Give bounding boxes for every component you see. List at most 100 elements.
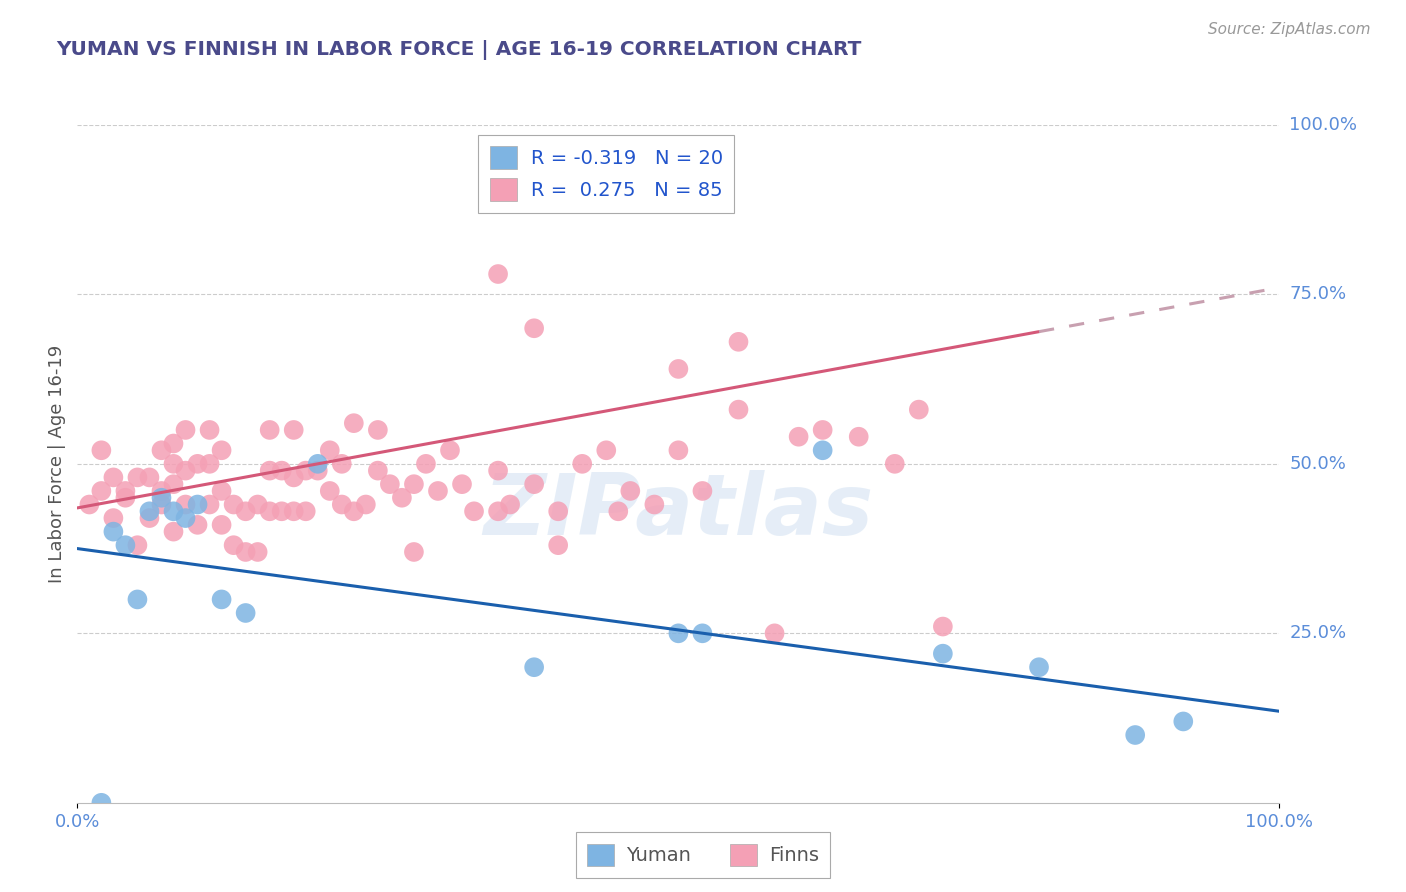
Point	[174, 423, 197, 437]
Point	[270, 464, 292, 478]
Point	[103, 470, 125, 484]
Point	[162, 477, 184, 491]
Point	[932, 619, 955, 633]
Point	[486, 267, 509, 281]
Point	[402, 545, 425, 559]
Point	[174, 498, 197, 512]
Point	[162, 457, 184, 471]
Point	[367, 464, 389, 478]
Point	[259, 464, 281, 478]
Text: 50.0%: 50.0%	[1289, 455, 1346, 473]
Point	[1028, 660, 1050, 674]
Point	[246, 545, 269, 559]
Point	[235, 504, 257, 518]
Point	[138, 470, 160, 484]
Point	[595, 443, 617, 458]
Point	[523, 660, 546, 674]
Point	[343, 504, 366, 518]
Point	[330, 457, 353, 471]
Point	[127, 538, 149, 552]
Point	[103, 511, 125, 525]
Point	[150, 483, 173, 498]
Point	[547, 538, 569, 552]
Point	[150, 443, 173, 458]
Point	[451, 477, 474, 491]
Point	[235, 606, 257, 620]
Point	[763, 626, 786, 640]
Point	[211, 443, 233, 458]
Point	[162, 436, 184, 450]
Point	[307, 457, 329, 471]
Point	[127, 592, 149, 607]
Point	[643, 498, 665, 512]
Point	[571, 457, 593, 471]
Point	[499, 498, 522, 512]
Point	[270, 504, 292, 518]
Point	[162, 504, 184, 518]
Point	[198, 423, 221, 437]
Point	[787, 430, 810, 444]
Point	[186, 498, 209, 512]
Point	[222, 498, 245, 512]
Point	[486, 504, 509, 518]
Point	[103, 524, 125, 539]
Point	[319, 443, 342, 458]
Point	[330, 498, 353, 512]
Point	[692, 483, 714, 498]
Point	[174, 464, 197, 478]
Point	[211, 483, 233, 498]
Text: 75.0%: 75.0%	[1289, 285, 1347, 303]
Point	[259, 423, 281, 437]
Point	[668, 362, 690, 376]
Text: 25.0%: 25.0%	[1289, 624, 1347, 642]
Point	[246, 498, 269, 512]
Point	[90, 483, 112, 498]
Point	[90, 443, 112, 458]
Point	[354, 498, 377, 512]
Point	[378, 477, 401, 491]
Point	[138, 511, 160, 525]
Point	[283, 504, 305, 518]
Point	[162, 524, 184, 539]
Point	[848, 430, 870, 444]
Point	[523, 477, 546, 491]
Point	[811, 443, 834, 458]
Point	[619, 483, 641, 498]
Point	[186, 517, 209, 532]
Point	[1173, 714, 1195, 729]
Legend: R = -0.319   N = 20, R =  0.275   N = 85: R = -0.319 N = 20, R = 0.275 N = 85	[478, 135, 734, 212]
Point	[463, 504, 485, 518]
Point	[186, 457, 209, 471]
Point	[174, 511, 197, 525]
Point	[1123, 728, 1146, 742]
Point	[427, 483, 450, 498]
Text: Source: ZipAtlas.com: Source: ZipAtlas.com	[1208, 22, 1371, 37]
Point	[307, 464, 329, 478]
Point	[150, 498, 173, 512]
Point	[486, 464, 509, 478]
Point	[198, 457, 221, 471]
Point	[90, 796, 112, 810]
Point	[391, 491, 413, 505]
Point	[114, 483, 136, 498]
Text: ZIPatlas: ZIPatlas	[484, 470, 873, 553]
Point	[607, 504, 630, 518]
Point	[367, 423, 389, 437]
Point	[402, 477, 425, 491]
Point	[294, 464, 316, 478]
Point	[319, 483, 342, 498]
Point	[211, 592, 233, 607]
Point	[294, 504, 316, 518]
Point	[908, 402, 931, 417]
Point	[439, 443, 461, 458]
Point	[727, 334, 749, 349]
Point	[727, 402, 749, 417]
Point	[668, 626, 690, 640]
Point	[211, 517, 233, 532]
Point	[259, 504, 281, 518]
Point	[150, 491, 173, 505]
Point	[198, 498, 221, 512]
Point	[692, 626, 714, 640]
Point	[235, 545, 257, 559]
Point	[127, 470, 149, 484]
